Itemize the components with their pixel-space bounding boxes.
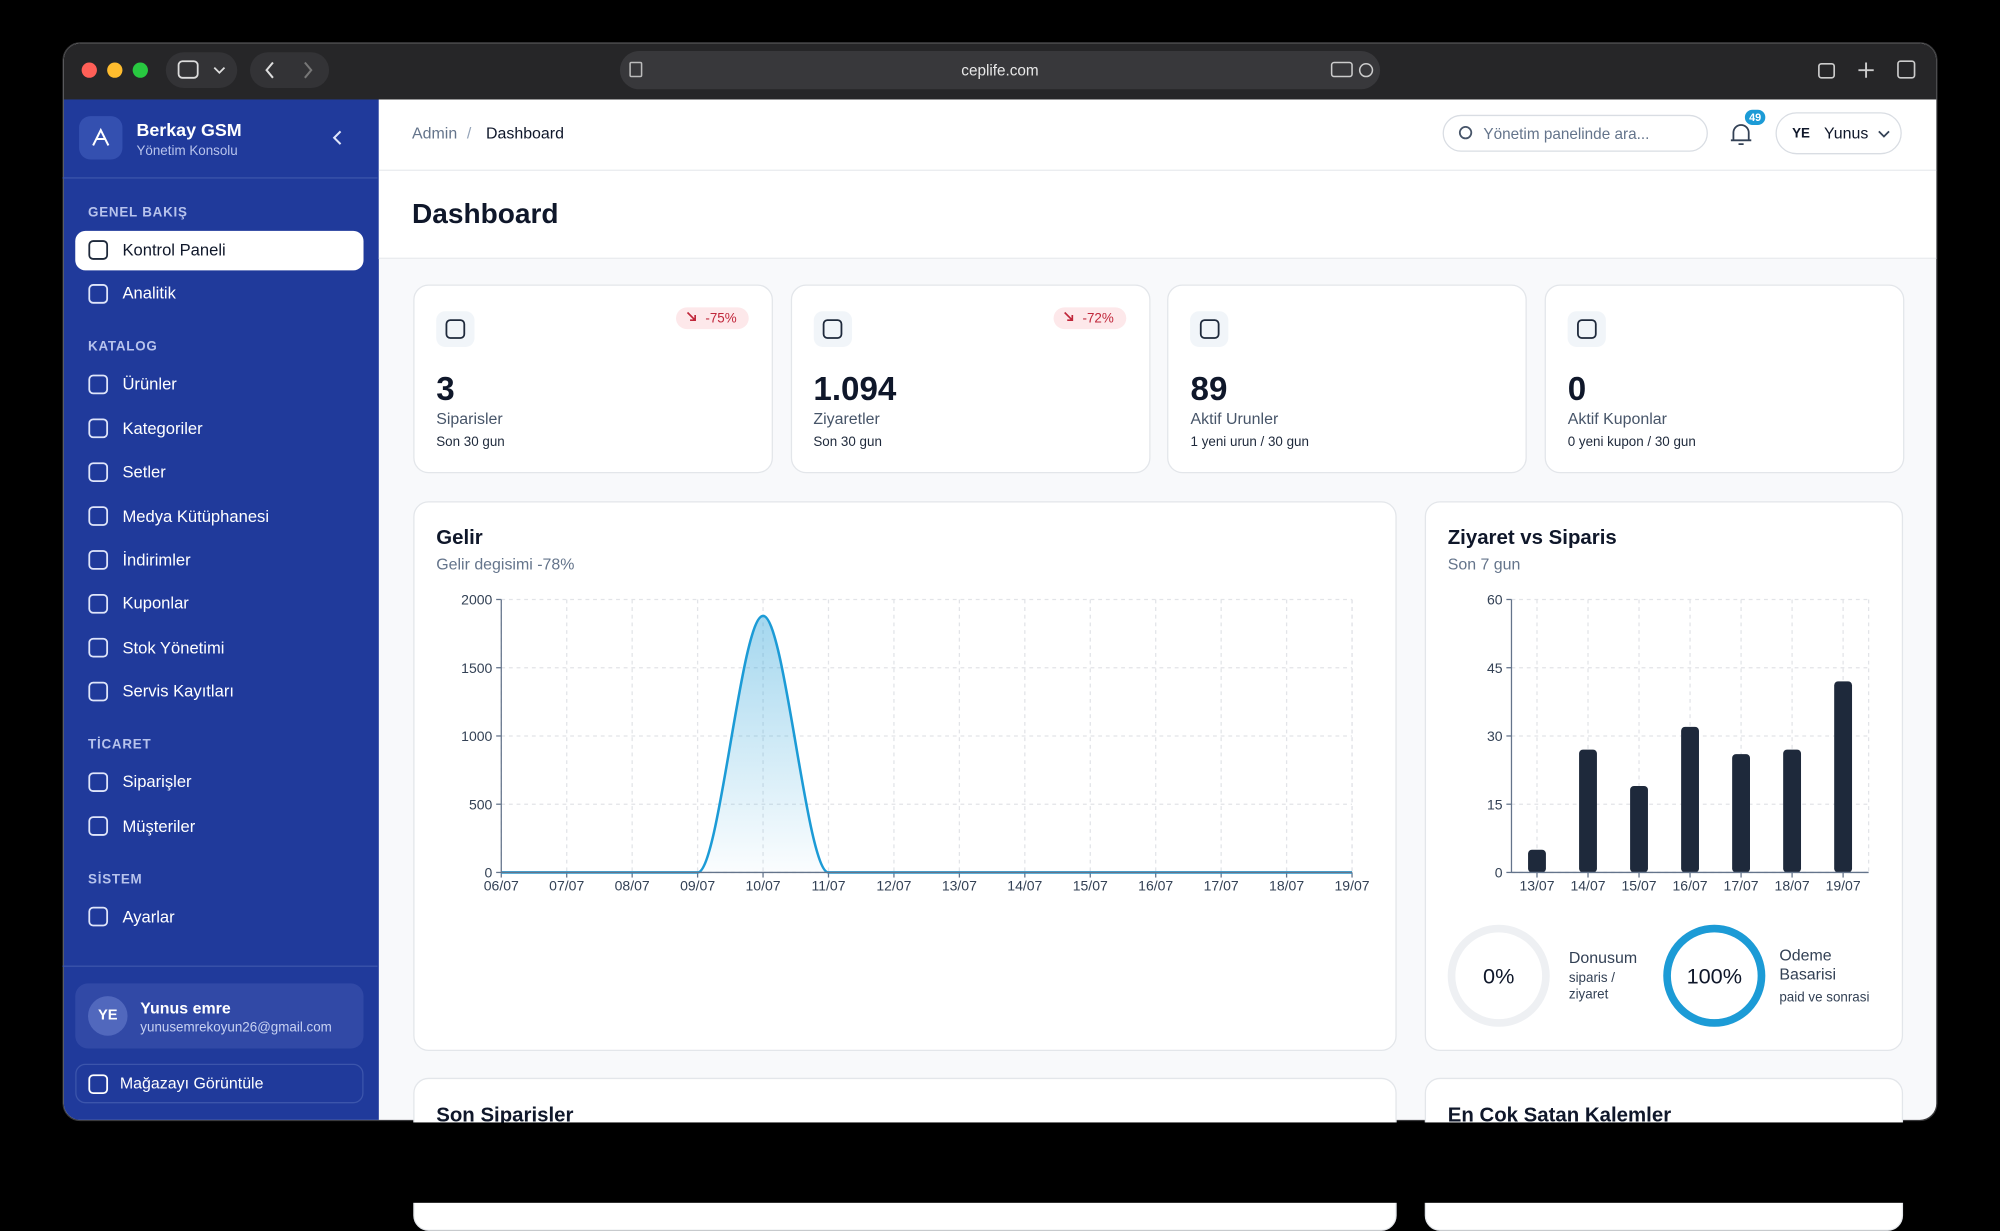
- browser-chrome: ceplife.com: [81, 51, 1916, 90]
- brand-name: Berkay GSM: [136, 119, 242, 140]
- sidebar-icon: [177, 60, 199, 79]
- back-icon: [265, 61, 274, 79]
- user-avatar: [88, 996, 128, 1036]
- nav-label: Kontrol Paneli: [122, 240, 226, 260]
- nav-label: Setler: [122, 462, 166, 482]
- nav-label: Kategoriler: [122, 418, 203, 438]
- share-icon[interactable]: [1818, 62, 1836, 79]
- breadcrumb-separator: /: [466, 124, 472, 143]
- nav-item[interactable]: [75, 541, 363, 581]
- chart-subtitle: Son 7 gun: [1447, 555, 1521, 574]
- title-band: [378, 170, 1937, 259]
- stat-value: 89: [1190, 369, 1228, 408]
- notification-badge: [1744, 109, 1766, 125]
- page-title: Dashboard: [411, 197, 559, 230]
- stat-value: 1.094: [813, 369, 897, 408]
- translate-icon: [1330, 61, 1353, 78]
- stat-period: Son 30 gun: [436, 434, 505, 450]
- nav-item[interactable]: [75, 453, 363, 493]
- stat-period: 1 yeni urun / 30 gun: [1190, 434, 1309, 450]
- stat-period: 0 yeni kupon / 30 gun: [1567, 434, 1696, 450]
- reader-icon: [629, 61, 643, 78]
- panel-title: Son Siparisler: [436, 1105, 574, 1127]
- window-bottom-mask: [62, 1122, 1938, 1203]
- user-menu-initials: YE: [1792, 125, 1810, 142]
- notification-count: 49: [1749, 110, 1762, 124]
- sidebar-divider: [62, 177, 378, 179]
- gauge-label: Odeme Basarisi: [1779, 946, 1837, 984]
- tabs-icon[interactable]: [1897, 60, 1916, 79]
- nav-item[interactable]: [75, 807, 363, 847]
- nav-label: Ayarlar: [122, 906, 175, 926]
- nav-item[interactable]: [75, 763, 363, 803]
- breadcrumb-item: Admin: [411, 124, 458, 143]
- nav-label: Ürünler: [122, 374, 177, 394]
- nav-item[interactable]: [75, 365, 363, 405]
- user-initials: YE: [97, 1007, 118, 1024]
- chart-card: [413, 501, 1397, 1052]
- brand-tagline: Yönetim Konsolu: [136, 143, 238, 160]
- nav-item[interactable]: [75, 275, 363, 315]
- nav-label: Müşteriler: [122, 816, 196, 836]
- stat-value: 0: [1567, 369, 1587, 408]
- user-menu-name: Yunus: [1823, 124, 1869, 143]
- zoom-button[interactable]: [132, 62, 148, 78]
- nav-label: Analitik: [122, 283, 176, 304]
- nav-label: Siparişler: [122, 772, 192, 792]
- brand-logo: [79, 116, 123, 160]
- stat-label: Aktif Kuponlar: [1567, 410, 1667, 428]
- gauge-label: Donusum: [1568, 948, 1638, 967]
- panel-title: En Cok Satan Kalemler: [1447, 1105, 1672, 1127]
- nav-buttons[interactable]: [249, 52, 330, 89]
- nav-label: Kuponlar: [122, 593, 189, 614]
- stage: ceplife.com Berkay GSM Yönetim Konsolu GEN…: [62, 42, 1938, 1231]
- stat-icon-box: [1190, 311, 1229, 347]
- chart-title: Gelir: [436, 527, 483, 549]
- section-title: KATALOG: [88, 339, 158, 355]
- stat-label: Aktif Urunler: [1190, 410, 1279, 428]
- gauge-note: siparis / ziyaret: [1568, 970, 1616, 1003]
- chevron-icon: [213, 66, 226, 74]
- gauge-note: paid ve sonrasi: [1779, 989, 1870, 1006]
- nav-label: Medya Kütüphanesi: [122, 506, 270, 526]
- ui-layer: Berkay GSM Yönetim Konsolu GENEL BAKIŞ Kont…: [62, 109, 1938, 1231]
- chart-title: Ziyaret vs Siparis: [1447, 527, 1617, 549]
- nav-label: Servis Kayıtları: [122, 681, 234, 701]
- user-email: yunusemrekoyun26@gmail.com: [140, 1020, 332, 1036]
- stat-icon-box: [1567, 311, 1606, 347]
- stat-icon-box: [813, 311, 852, 347]
- close-button[interactable]: [81, 62, 97, 78]
- reload-icon[interactable]: [1358, 63, 1374, 78]
- nav-item[interactable]: [75, 230, 364, 271]
- change-value: -72%: [1082, 310, 1114, 327]
- stat-label: Ziyaretler: [813, 410, 880, 428]
- nav-label: Stok Yönetimi: [122, 637, 225, 657]
- minimize-button[interactable]: [107, 62, 123, 78]
- url-text: ceplife.com: [961, 62, 1038, 79]
- url-bar[interactable]: [619, 51, 1381, 90]
- change-value: -75%: [705, 310, 737, 327]
- search-box[interactable]: [1442, 114, 1708, 152]
- store-link-label: Mağazayı Görüntüle: [119, 1074, 264, 1093]
- nav-item[interactable]: [75, 409, 363, 449]
- section-title: TİCARET: [88, 737, 152, 753]
- section-title: GENEL BAKIŞ: [88, 204, 188, 221]
- chart-subtitle: Gelir degisimi -78%: [436, 555, 575, 574]
- nav-item[interactable]: [75, 585, 363, 625]
- page: ceplife.com Berkay GSM Yönetim Konsolu GEN…: [62, 42, 1938, 1231]
- sidebar-divider: [62, 965, 378, 967]
- store-link[interactable]: [75, 1063, 364, 1104]
- search-placeholder: Yönetim panelinde ara...: [1483, 124, 1650, 143]
- user-name: Yunus emre: [140, 999, 231, 1018]
- stat-label: Siparisler: [436, 410, 503, 428]
- stat-period: Son 30 gun: [813, 434, 882, 450]
- section-title: SİSTEM: [88, 871, 143, 887]
- forward-icon: [304, 61, 313, 79]
- nav-label: İndirimler: [122, 550, 191, 570]
- stat-value: 3: [436, 369, 455, 408]
- nav-item[interactable]: [75, 897, 363, 937]
- breadcrumb-current: Dashboard: [485, 124, 564, 143]
- stat-icon-box: [436, 311, 475, 347]
- new-tab-icon[interactable]: [1858, 62, 1874, 78]
